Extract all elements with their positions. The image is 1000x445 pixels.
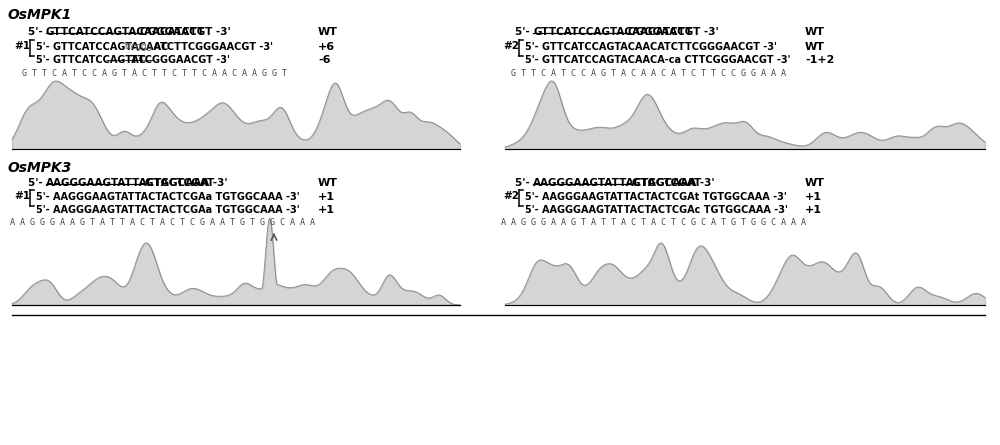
- Text: WT: WT: [318, 178, 338, 188]
- Text: GTGGCAAA -3': GTGGCAAA -3': [632, 178, 715, 188]
- Text: 5'- GTTCATCCAGTAC: 5'- GTTCATCCAGTAC: [36, 55, 146, 65]
- Text: AAGGGAAGTATTACTACTCGAT: AAGGGAAGTATTACTACTCGAT: [46, 178, 215, 188]
- Text: 5'-: 5'-: [28, 27, 46, 37]
- Text: 5'- AAGGGAAGTATTACTACTCGAa TGTGGCAAA -3': 5'- AAGGGAAGTATTACTACTCGAa TGTGGCAAA -3': [36, 205, 300, 215]
- Text: WT: WT: [805, 42, 825, 52]
- Text: WT: WT: [805, 178, 825, 188]
- Text: ttcggg: ttcggg: [125, 42, 153, 51]
- Text: 5'- GTTCATCCAGTACAACA-ca CTTCGGGAACGT -3': 5'- GTTCATCCAGTACAACA-ca CTTCGGGAACGT -3…: [525, 55, 790, 65]
- Text: 5'- GTTCATCCAGTACAACATCTTCGGGAACGT -3': 5'- GTTCATCCAGTACAACATCTTCGGGAACGT -3': [525, 42, 777, 52]
- Text: 5'-: 5'-: [515, 27, 533, 37]
- Text: OsMPK3: OsMPK3: [8, 161, 72, 175]
- Text: #2: #2: [503, 191, 519, 201]
- Text: #1: #1: [14, 41, 30, 51]
- Text: CGGGAACGT -3': CGGGAACGT -3': [140, 27, 231, 37]
- Text: OsMPK1: OsMPK1: [8, 8, 72, 22]
- Text: GTGGCAAA -3': GTGGCAAA -3': [145, 178, 228, 188]
- Text: 5'- AAGGGAAGTATTACTACTCGAa TGTGGCAAA -3': 5'- AAGGGAAGTATTACTACTCGAa TGTGGCAAA -3': [36, 192, 300, 202]
- Text: +1: +1: [805, 205, 822, 215]
- Text: WT: WT: [318, 27, 338, 37]
- Text: G T T C A T C C A G T A C A A C A T C T T C C G G A A A: G T T C A T C C A G T A C A A C A T C T …: [511, 69, 786, 78]
- Text: GTTCATCCAGTACAACATCTT: GTTCATCCAGTACAACATCTT: [533, 27, 692, 37]
- Text: AAGGGAAGTATTACTACTCGAT: AAGGGAAGTATTACTACTCGAT: [533, 178, 702, 188]
- Text: 5'- AAGGGAAGTATTACTACTCGAt TGTGGCAAA -3': 5'- AAGGGAAGTATTACTACTCGAt TGTGGCAAA -3': [525, 192, 787, 202]
- Text: A A G G G A A G T A T T A C T A C T C G C A T G T G G C A A A: A A G G G A A G T A T T A C T A C T C G …: [501, 218, 806, 227]
- Text: 5'-: 5'-: [28, 178, 46, 188]
- Text: 5'-: 5'-: [515, 178, 533, 188]
- Text: —————: —————: [105, 55, 154, 65]
- Text: +1: +1: [318, 192, 335, 202]
- Text: #1: #1: [14, 191, 30, 201]
- Text: GTTCATCCAGTACAACATCTT: GTTCATCCAGTACAACATCTT: [46, 27, 206, 37]
- Text: 5'- AAGGGAAGTATTACTACTCGAc TGTGGCAAA -3': 5'- AAGGGAAGTATTACTACTCGAc TGTGGCAAA -3': [525, 205, 788, 215]
- Text: A A G G G A A G T A T T A C T A C T C G A A T G T G G C A A A: A A G G G A A G T A T T A C T A C T C G …: [10, 218, 315, 227]
- Text: +1: +1: [318, 205, 335, 215]
- Text: G T T C A T C C A G T A C T T C T T C A A C A A G G T: G T T C A T C C A G T A C T T C T T C A …: [22, 69, 287, 78]
- Text: -6: -6: [318, 55, 330, 65]
- Text: 5'- GTTCATCCAGTACAAC: 5'- GTTCATCCAGTACAAC: [36, 42, 172, 52]
- Text: -1+2: -1+2: [805, 55, 834, 65]
- Text: CGGGAACGT -3': CGGGAACGT -3': [628, 27, 718, 37]
- Text: +1: +1: [805, 192, 822, 202]
- Text: ATCTTCGGGAACGT -3': ATCTTCGGGAACGT -3': [150, 42, 273, 52]
- Text: WT: WT: [805, 27, 825, 37]
- Text: #2: #2: [503, 41, 519, 51]
- Text: +6: +6: [318, 42, 335, 52]
- Text: TTCGGGAACGT -3': TTCGGGAACGT -3': [131, 55, 230, 65]
